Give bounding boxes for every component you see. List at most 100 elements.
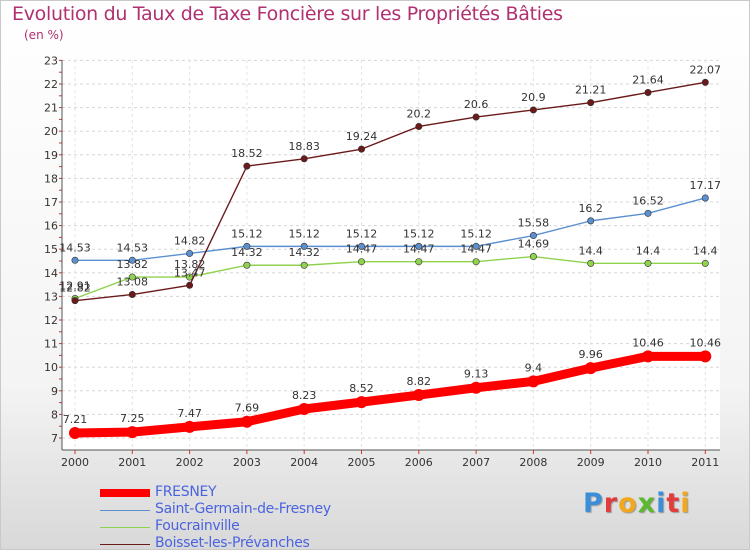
series-point-0 xyxy=(240,415,253,428)
series-point-1 xyxy=(415,242,423,250)
data-label: 15.12 xyxy=(231,227,263,240)
series-point-3 xyxy=(186,281,194,289)
data-label: 10.46 xyxy=(632,336,664,349)
data-label: 9.96 xyxy=(578,348,603,361)
y-tick-label: 16 xyxy=(44,220,58,233)
data-label: 15.12 xyxy=(460,227,492,240)
data-label: 7.47 xyxy=(177,407,202,420)
x-tick-label: 2010 xyxy=(634,456,662,469)
data-label: 14.69 xyxy=(518,238,550,251)
logo-letter: t xyxy=(666,488,681,519)
proxiti-logo: Proxiti xyxy=(583,488,691,519)
legend-label-boisset: Boisset-les-Prévanches xyxy=(155,535,310,551)
y-tick-label: 18 xyxy=(44,172,58,185)
series-point-3 xyxy=(71,297,79,305)
series-point-3 xyxy=(128,291,136,299)
x-tick-label: 2011 xyxy=(691,456,719,469)
data-label: 20.2 xyxy=(407,107,432,120)
data-label: 21.21 xyxy=(575,84,607,97)
data-label: 20.9 xyxy=(521,91,546,104)
data-label: 15.12 xyxy=(403,227,435,240)
data-label: 12.91 xyxy=(59,280,91,293)
data-label: 15.12 xyxy=(288,227,320,240)
x-tick-label: 2007 xyxy=(462,456,490,469)
series-line-0 xyxy=(70,351,710,438)
data-label: 18.83 xyxy=(288,140,320,153)
series-point-1 xyxy=(300,242,308,250)
legend-swatch-boisset xyxy=(100,544,150,545)
logo-letter: i xyxy=(680,488,691,519)
series-point-3 xyxy=(529,106,537,114)
series-point-2 xyxy=(644,259,652,267)
series-point-3 xyxy=(644,88,652,96)
series-point-1 xyxy=(243,242,251,250)
series-point-2 xyxy=(472,258,480,266)
x-tick-label: 2005 xyxy=(348,456,376,469)
logo-letter: P xyxy=(583,488,604,519)
series-point-3 xyxy=(415,122,423,130)
x-tick-label: 2001 xyxy=(118,456,146,469)
data-label: 13.82 xyxy=(174,258,206,271)
data-label: 13.82 xyxy=(117,258,149,271)
series-point-1 xyxy=(529,232,537,240)
series-point-1 xyxy=(128,256,136,264)
series-point-2 xyxy=(587,259,595,267)
series-point-3 xyxy=(357,145,365,153)
data-label: 14.47 xyxy=(460,243,492,256)
series-line-1 xyxy=(74,197,706,261)
data-label: 12.82 xyxy=(59,282,91,295)
logo-letter: i xyxy=(656,488,667,519)
data-label: 17.17 xyxy=(690,179,722,192)
data-label: 14.32 xyxy=(288,246,320,259)
x-tick-label: 2009 xyxy=(577,456,605,469)
data-label: 15.12 xyxy=(346,227,378,240)
series-point-3 xyxy=(701,78,709,86)
data-label: 14.4 xyxy=(578,244,603,257)
series-point-2 xyxy=(128,273,136,281)
data-label: 18.52 xyxy=(231,147,263,160)
series-point-2 xyxy=(357,258,365,266)
data-label: 14.4 xyxy=(693,244,718,257)
series-point-1 xyxy=(357,242,365,250)
data-label: 9.4 xyxy=(525,361,543,374)
legend-label-foucrainville: Foucrainville xyxy=(155,518,240,534)
series-point-3 xyxy=(472,113,480,121)
series-point-0 xyxy=(69,427,81,440)
x-tick-label: 2003 xyxy=(233,456,261,469)
data-label: 21.64 xyxy=(632,73,664,86)
x-tick-label: 2008 xyxy=(519,456,547,469)
series-point-2 xyxy=(529,253,537,261)
logo-letter: x xyxy=(637,488,657,519)
data-label: 7.21 xyxy=(63,413,88,426)
series-point-2 xyxy=(701,259,709,267)
series-point-0 xyxy=(642,350,654,363)
x-tick-label: 2004 xyxy=(290,456,318,469)
y-tick-label: 20 xyxy=(44,125,58,138)
y-tick-label: 10 xyxy=(44,361,58,374)
series-point-0 xyxy=(470,381,483,394)
series-point-1 xyxy=(472,242,480,250)
series-point-1 xyxy=(71,256,79,264)
logo-letter: o xyxy=(618,488,638,519)
series-point-2 xyxy=(243,261,251,269)
series-point-0 xyxy=(183,420,196,433)
series-point-0 xyxy=(126,426,139,439)
data-label: 7.25 xyxy=(120,412,145,425)
x-tick-label: 2002 xyxy=(176,456,204,469)
series-point-2 xyxy=(415,258,423,266)
y-tick-label: 7 xyxy=(51,432,58,445)
data-label: 16.52 xyxy=(632,194,664,207)
data-label: 20.6 xyxy=(464,98,489,111)
y-tick-label: 14 xyxy=(44,267,58,280)
data-label: 8.52 xyxy=(349,382,374,395)
series-point-0 xyxy=(355,396,368,409)
series-point-0 xyxy=(699,350,712,363)
x-tick-label: 2006 xyxy=(405,456,433,469)
data-label: 13.47 xyxy=(174,266,206,279)
series-point-3 xyxy=(587,99,595,107)
data-label: 14.53 xyxy=(117,241,149,254)
data-label: 14.47 xyxy=(346,243,378,256)
series-point-1 xyxy=(186,249,194,257)
chart-title: Evolution du Taux de Taxe Foncière sur l… xyxy=(12,3,563,25)
